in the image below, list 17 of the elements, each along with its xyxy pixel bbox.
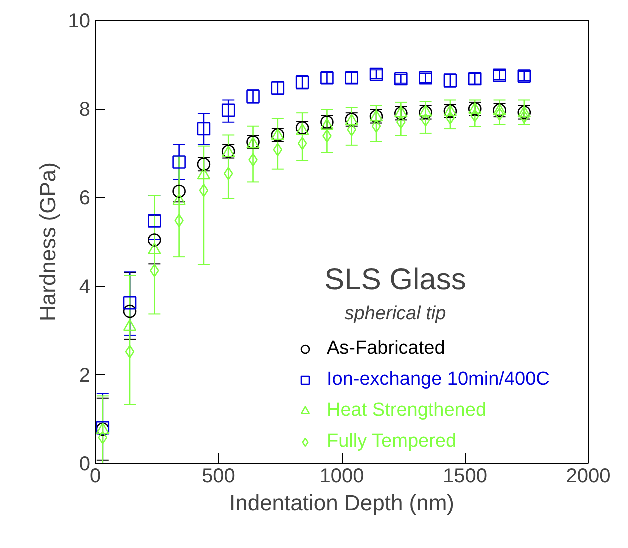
legend-label: Ion-exchange 10min/400C <box>327 369 550 391</box>
y-tick-label: 2 <box>79 364 90 387</box>
legend-label: Heat Strengthened <box>327 400 487 422</box>
x-tick-label: 2000 <box>566 466 611 488</box>
legend-title: SLS Glass <box>324 264 466 296</box>
y-tick-label: 8 <box>79 99 90 122</box>
y-tick-label: 6 <box>79 188 90 210</box>
y-tick-label: 4 <box>79 276 90 298</box>
text: spherical tip <box>344 304 446 324</box>
x-tick-label: 1000 <box>320 466 364 488</box>
legend-label: Fully Tempered <box>327 431 457 453</box>
legend-label: As-Fabricated <box>327 338 446 360</box>
x-tick-label: 1500 <box>443 466 488 488</box>
x-tick-label: 500 <box>202 466 236 488</box>
y-tick-label: 10 <box>68 10 91 32</box>
x-axis-title: Indentation Depth (nm) <box>229 490 455 516</box>
y-axis-title: Hardness (GPa) <box>35 162 60 322</box>
